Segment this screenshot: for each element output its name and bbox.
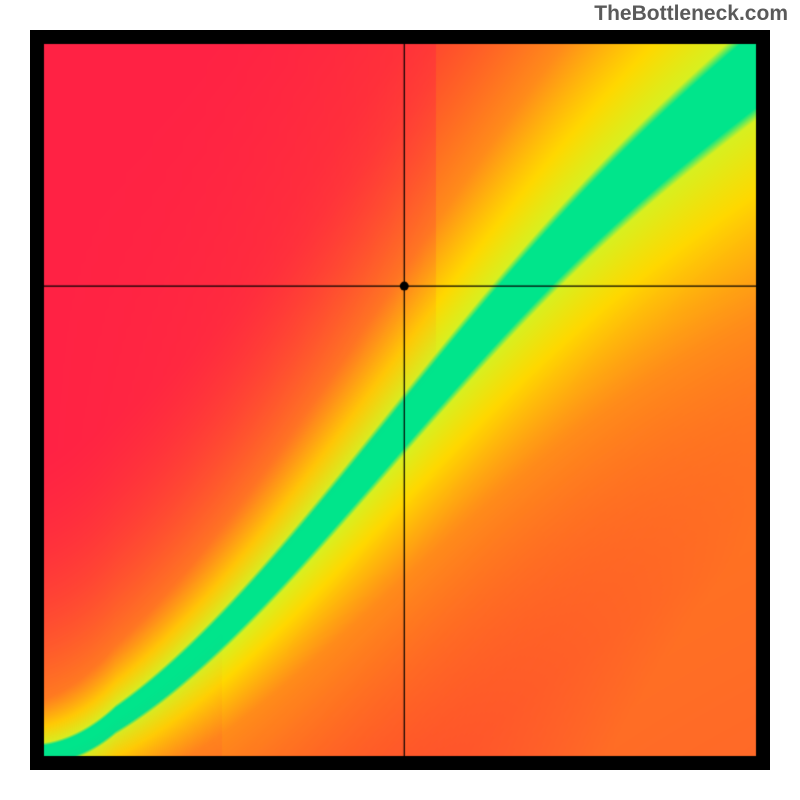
heatmap-canvas [30,30,770,770]
chart-container: TheBottleneck.com [0,0,800,800]
heatmap-chart [30,30,770,770]
watermark-text: TheBottleneck.com [594,2,788,26]
